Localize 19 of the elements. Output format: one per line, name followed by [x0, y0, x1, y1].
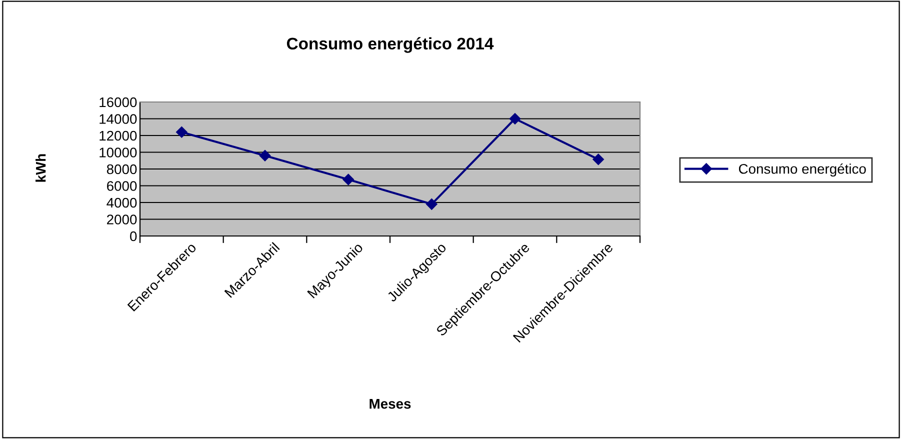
y-tick-label: 8000 [106, 164, 137, 174]
point [426, 198, 438, 210]
y-tick-label: 2000 [107, 214, 137, 224]
y-tick-label: 12000 [100, 130, 137, 141]
point [342, 174, 354, 186]
y-tick-label: 14000 [100, 114, 137, 124]
point [509, 113, 521, 124]
y-tick-label: 10000 [100, 148, 137, 158]
chart-title: Consumo energético 2014 [286, 37, 494, 53]
point [592, 154, 604, 165]
y-tick-label: 16000 [100, 97, 137, 108]
y-tick-label: 0 [130, 231, 137, 242]
y-tick-label: 4000 [106, 198, 137, 208]
point [176, 126, 188, 138]
legend-label: Consumo energético [738, 163, 866, 177]
x-axis-title: Meses [370, 399, 411, 409]
y-tick-label: 6000 [107, 181, 137, 191]
point [259, 150, 271, 162]
y-axis-title: kWh [36, 154, 46, 182]
